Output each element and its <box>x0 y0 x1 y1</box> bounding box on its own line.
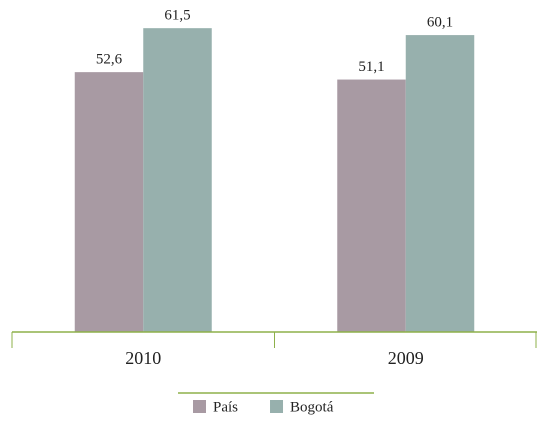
value-label: 60,1 <box>427 15 453 31</box>
bar <box>337 79 406 332</box>
x-tick-label: 2009 <box>388 348 424 368</box>
bar <box>143 28 212 333</box>
legend-label: Bogotá <box>290 399 334 415</box>
bar <box>405 35 475 332</box>
legend-swatch <box>270 400 284 413</box>
legend-label: País <box>213 399 238 415</box>
value-label: 61,5 <box>164 8 190 24</box>
value-label: 52,6 <box>96 52 123 68</box>
x-tick-label: 2010 <box>125 348 161 368</box>
bar <box>74 72 144 333</box>
legend-swatch <box>193 400 206 413</box>
value-label: 51,1 <box>358 59 384 75</box>
